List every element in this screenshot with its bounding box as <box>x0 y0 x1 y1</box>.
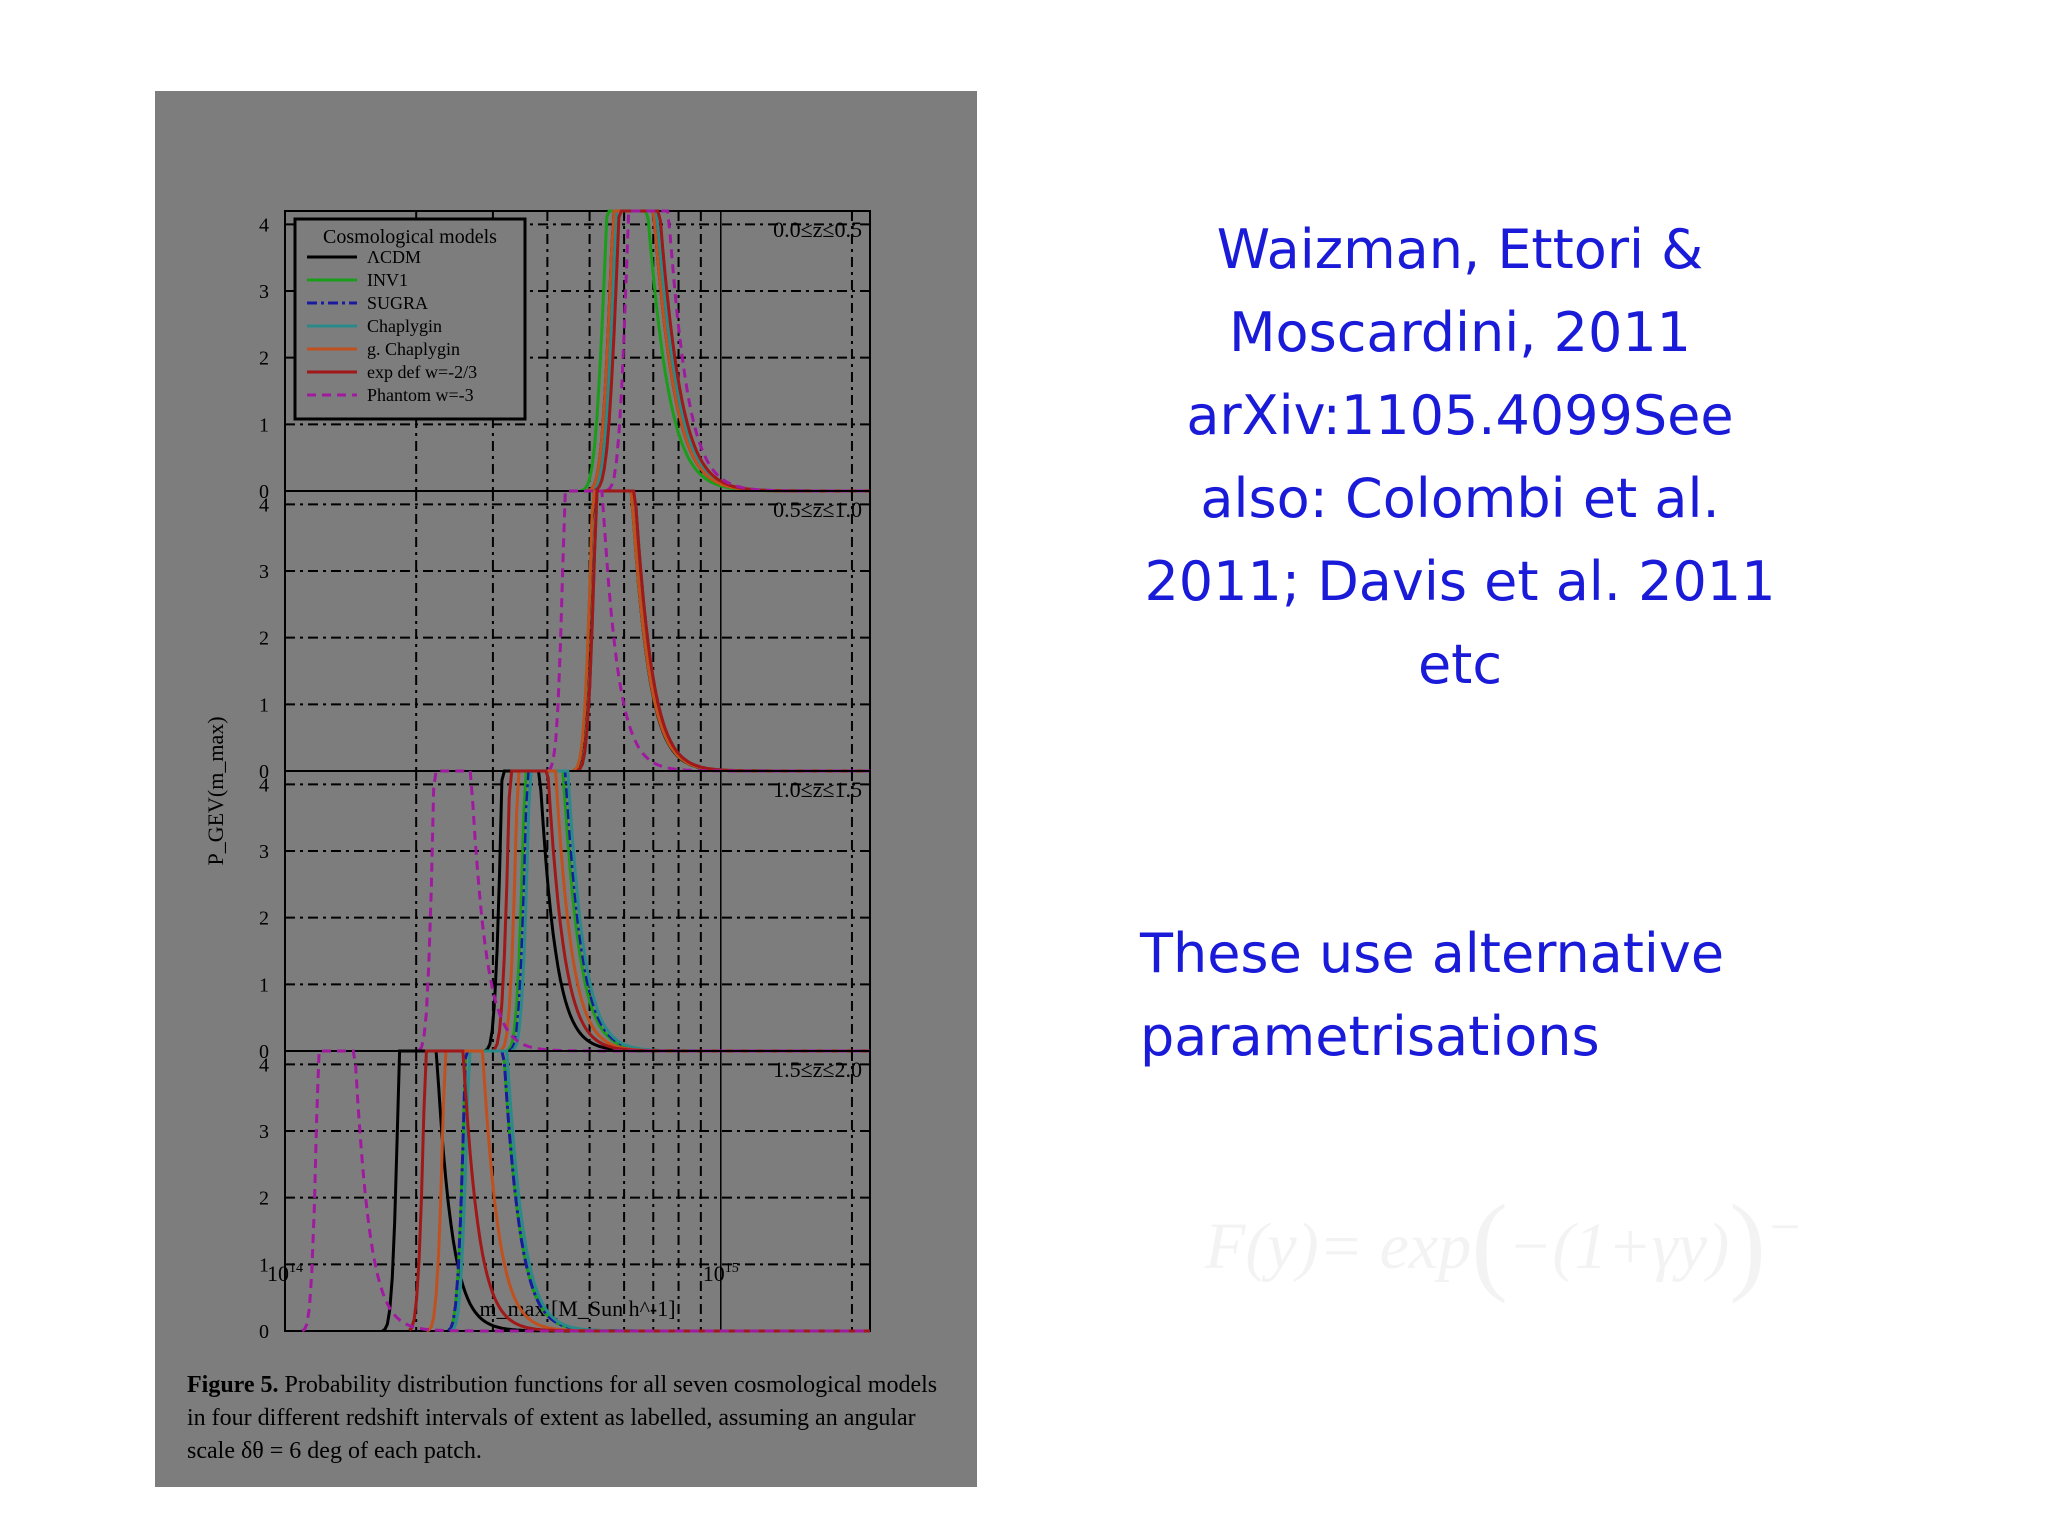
y-tick-label: 2 <box>259 348 269 370</box>
y-tick-label: 3 <box>259 841 269 863</box>
y-tick-label: 2 <box>259 1188 269 1210</box>
citation-text: Waizman, Ettori & Moscardini, 2011 arXiv… <box>1120 208 1800 706</box>
legend-title: Cosmological models <box>323 226 497 248</box>
pdf-chart: P_GEV(m_max)m_max [M_Sun h^-1]1014 101501… <box>203 209 871 1343</box>
series-line <box>508 769 870 1053</box>
x-axis-label: m_max [M_Sun h^-1] <box>479 1296 675 1321</box>
note-text: These use alternative parametrisations <box>1140 912 1780 1078</box>
series-line <box>506 769 870 1053</box>
series-line <box>576 489 870 773</box>
y-tick-label: 4 <box>259 774 269 796</box>
series-line <box>417 769 870 1053</box>
panel-frame <box>284 490 871 772</box>
y-tick-label: 4 <box>259 214 269 236</box>
legend-entry: g. Chaplygin <box>367 339 460 359</box>
caption-text: Probability distribution functions for a… <box>187 1372 938 1464</box>
note-line: parametrisations <box>1140 1005 1600 1068</box>
y-tick-label: 0 <box>259 481 269 503</box>
series-line <box>586 209 870 493</box>
panel-frame <box>284 1050 871 1332</box>
y-tick-label: 1 <box>259 694 269 716</box>
series-line <box>576 489 870 773</box>
caption-label: Figure 5. <box>187 1372 279 1398</box>
citation-line: Waizman, Ettori & <box>1216 218 1704 281</box>
chart-panel: 0 1 2 3 4 1.0≤z≤1.5 <box>259 769 871 1063</box>
gev-formula: F(y)= exp(−(1+γy))− <box>1205 1182 1803 1304</box>
y-tick-label: 0 <box>259 1321 269 1343</box>
series-line <box>586 209 870 493</box>
series-line <box>491 769 870 1053</box>
citation-line: etc <box>1417 633 1503 696</box>
y-tick-label: 1 <box>259 1254 269 1276</box>
formula-lhs: F(y)= exp <box>1205 1210 1472 1283</box>
y-tick-label: 1 <box>259 974 269 996</box>
y-tick-label: 0 <box>259 1041 269 1063</box>
legend-entry: INV1 <box>367 270 408 290</box>
citation-line: also: Colombi et al. <box>1200 467 1720 530</box>
redshift-label: 1.0≤z≤1.5 <box>773 777 862 802</box>
series-line <box>589 209 870 493</box>
series-line <box>408 1049 870 1333</box>
series-line <box>484 769 870 1053</box>
y-tick-label: 4 <box>259 494 269 516</box>
figure-panel: P_GEV(m_max) m_max [M_Sun h^-1] 1014 1015 0 1… <box>155 91 977 1487</box>
series-line <box>606 209 870 493</box>
series-line <box>301 1049 870 1333</box>
legend-entry: ΛCDM <box>367 247 421 267</box>
legend-entry: exp def w=-2/3 <box>367 362 477 382</box>
series-line <box>498 769 870 1053</box>
formula-exponent: − <box>1765 1196 1803 1257</box>
citation-line: arXiv:1105.4099See <box>1186 384 1734 447</box>
legend-entry: SUGRA <box>367 293 428 313</box>
figure-caption: Figure 5. Probability distribution funct… <box>187 1369 957 1468</box>
legend-box <box>293 217 527 421</box>
citation-line: Moscardini, 2011 <box>1228 301 1692 364</box>
formula-inner: −(1+γy) <box>1507 1210 1730 1283</box>
y-tick-label: 3 <box>259 281 269 303</box>
redshift-label: 0.0≤z≤0.5 <box>773 217 862 242</box>
chart-panel: 0 1 2 3 4 1.5≤z≤2.0 <box>259 1049 871 1343</box>
y-tick-label: 0 <box>259 761 269 783</box>
legend-entry: Phantom w=-3 <box>367 385 474 405</box>
note-line: These use alternative <box>1140 922 1725 985</box>
redshift-label: 0.5≤z≤1.0 <box>773 497 862 522</box>
citation-line: 2011; Davis et al. 2011 <box>1144 550 1776 613</box>
y-tick-label: 2 <box>259 628 269 650</box>
series-line <box>576 489 870 773</box>
y-tick-label: 1 <box>259 414 269 436</box>
y-axis-label: P_GEV(m_max) <box>203 716 228 865</box>
y-tick-label: 2 <box>259 908 269 930</box>
series-line <box>547 489 870 773</box>
y-tick-label: 4 <box>259 1054 269 1076</box>
redshift-label: 1.5≤z≤2.0 <box>773 1057 862 1082</box>
series-line <box>589 209 870 493</box>
series-line <box>593 209 870 493</box>
y-tick-label: 3 <box>259 1121 269 1143</box>
legend-entry: Chaplygin <box>367 316 442 336</box>
y-tick-label: 3 <box>259 561 269 583</box>
chart-panel: 0 1 2 3 4 0.5≤z≤1.0 <box>259 489 871 783</box>
